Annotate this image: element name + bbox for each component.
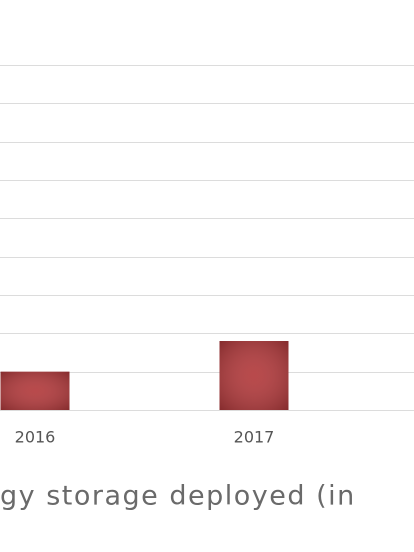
bar [219, 341, 289, 410]
x-tick-label: 2016 [15, 428, 56, 447]
x-axis-title: gy storage deployed (in [0, 481, 356, 512]
bar [0, 371, 70, 410]
x-tick-label: 2017 [234, 428, 275, 447]
